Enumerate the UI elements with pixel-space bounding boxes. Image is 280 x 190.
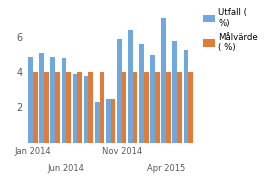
Bar [33,72,38,142]
Legend: Utfall (
%), Målvärde
( %): Utfall ( %), Målvärde ( %) [202,7,259,53]
Bar [184,50,188,142]
Bar [106,99,111,142]
Bar [172,41,177,142]
Bar [39,53,44,142]
Bar [111,99,115,142]
Bar [50,57,55,142]
Bar [44,72,49,142]
Bar [77,72,82,142]
Bar [117,39,122,142]
Bar [150,55,155,142]
Bar [28,57,33,142]
Bar [133,72,137,142]
Bar [73,74,77,142]
Bar [66,72,71,142]
Bar [88,72,93,142]
Bar [84,76,88,142]
Bar [55,72,60,142]
Bar [128,30,133,142]
Bar [144,72,148,142]
Bar [161,18,166,142]
Bar [62,58,66,142]
Bar [188,72,193,142]
Bar [177,72,182,142]
Bar [99,72,104,142]
Bar [166,72,171,142]
Bar [155,72,160,142]
Bar [122,72,126,142]
Bar [95,102,99,142]
Bar [139,44,144,142]
